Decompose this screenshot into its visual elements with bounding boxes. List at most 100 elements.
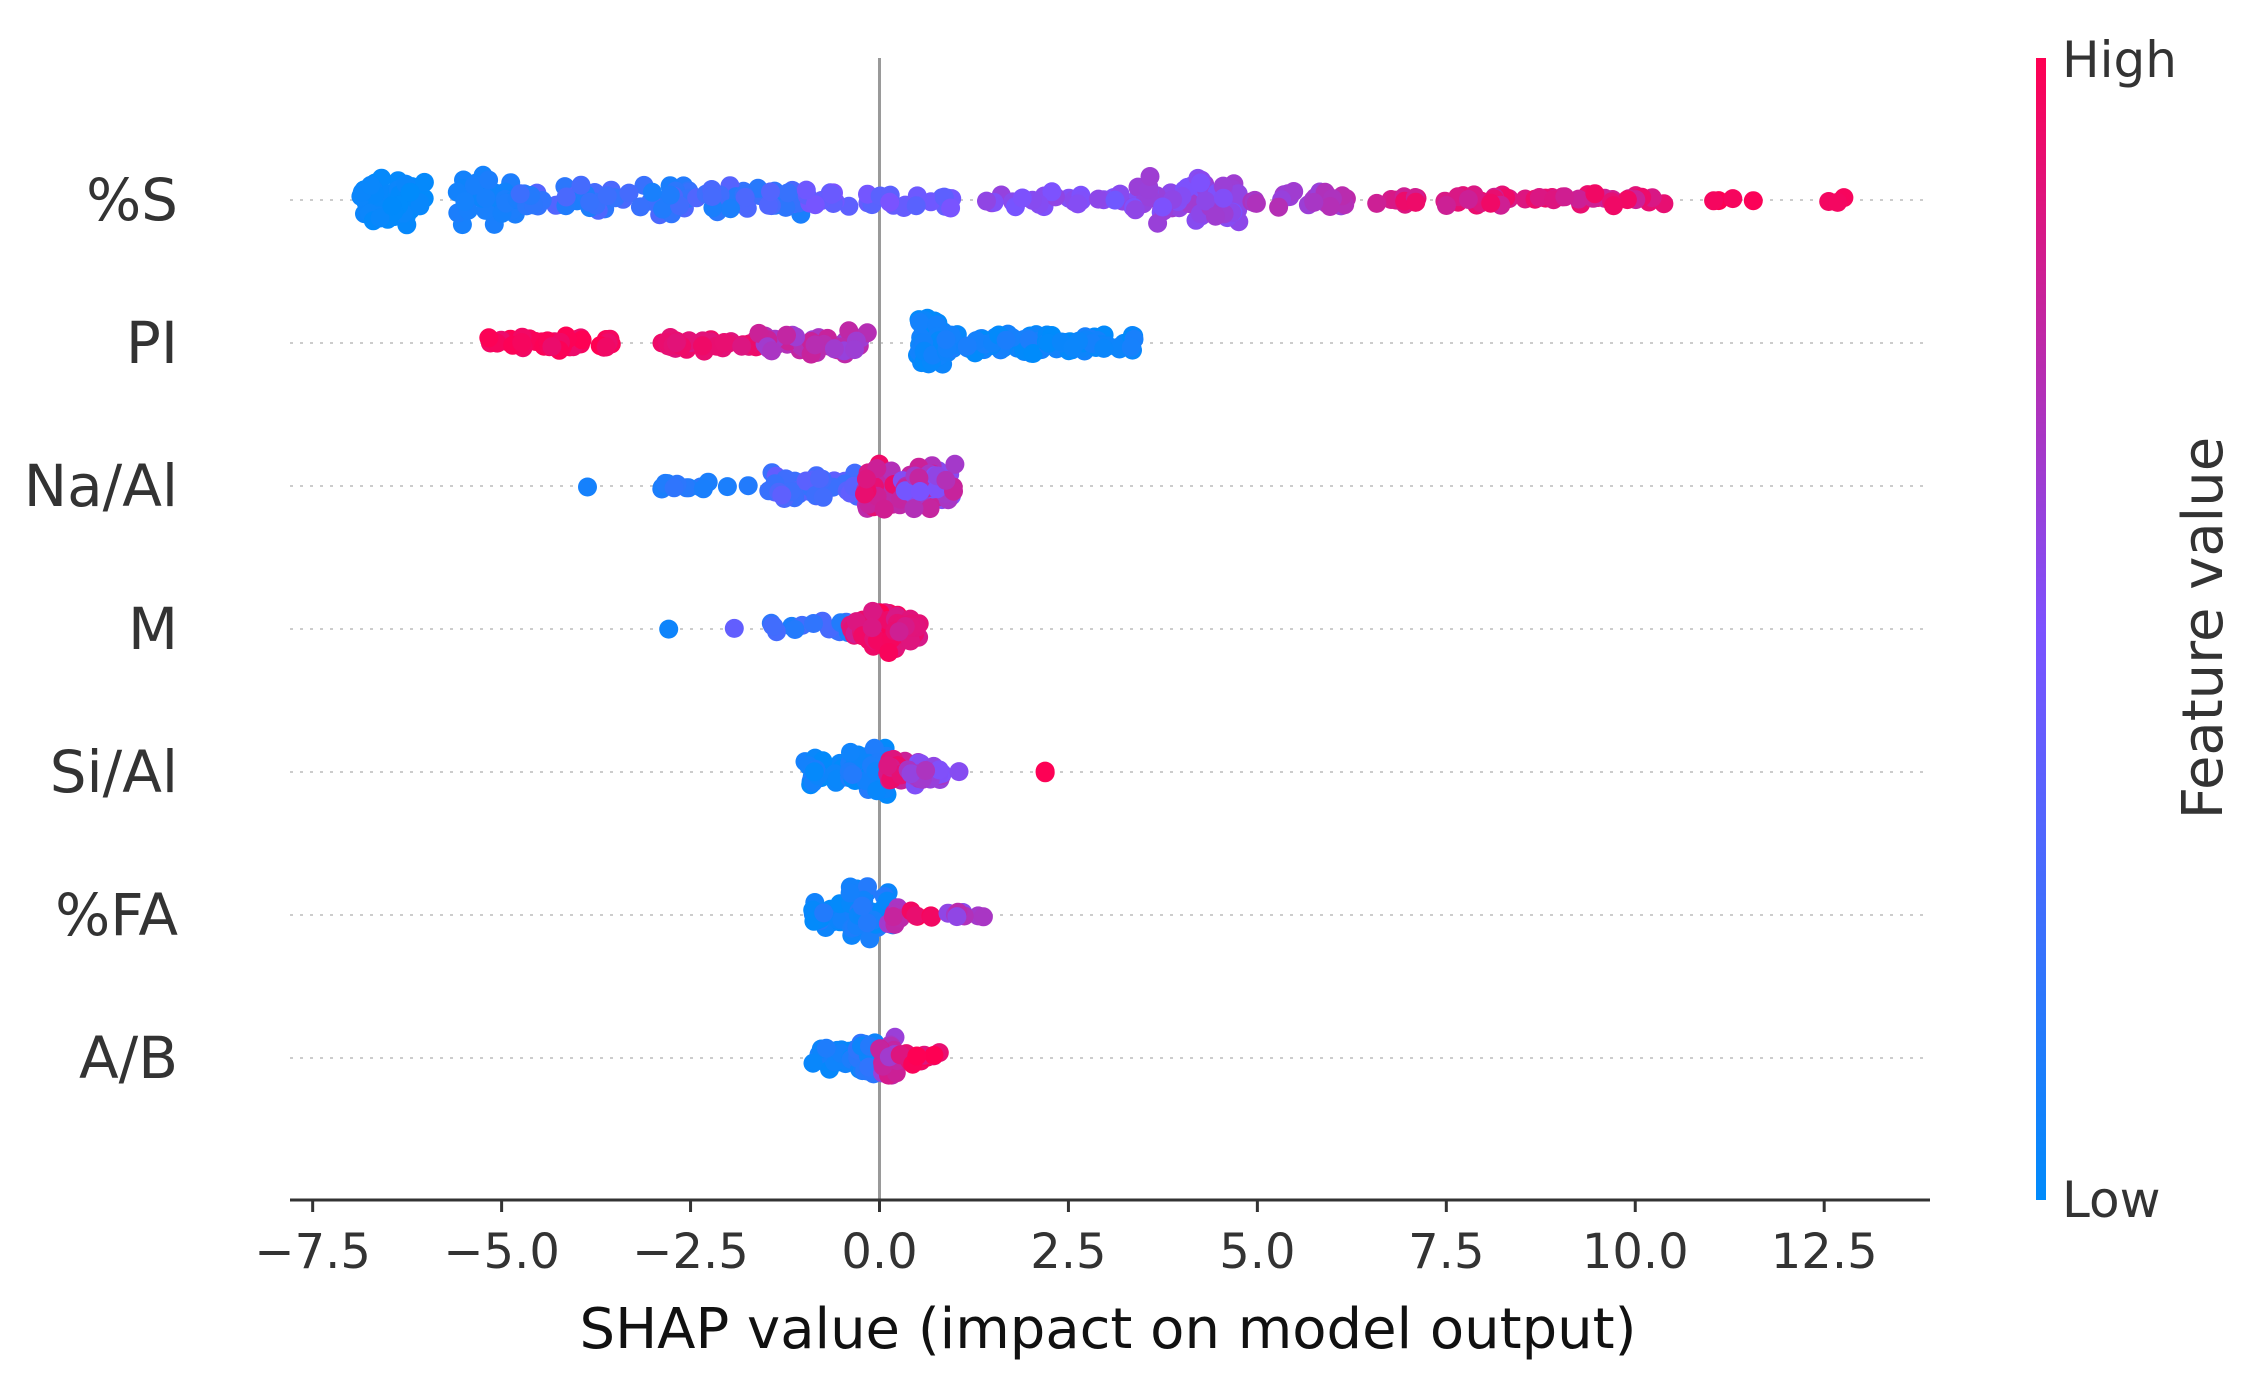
feature-labels: %S PI Na/Al M Si/Al %FA A/B xyxy=(24,166,179,1092)
shap-point xyxy=(805,195,825,215)
shap-point xyxy=(1068,194,1088,214)
shap-point xyxy=(901,764,921,784)
x-tick-label: 0.0 xyxy=(841,1224,917,1280)
shap-point xyxy=(724,618,744,638)
shap-point xyxy=(874,499,894,519)
shap-point xyxy=(907,1046,927,1066)
colorbar: High Low Feature value xyxy=(2036,31,2236,1229)
feature-label: PI xyxy=(126,309,178,377)
feature-label: M xyxy=(128,595,178,663)
shap-point xyxy=(659,619,679,639)
shap-point xyxy=(660,185,680,205)
feature-row-points xyxy=(351,165,1854,235)
shap-point xyxy=(361,175,381,195)
shap-point xyxy=(856,469,876,489)
shap-point xyxy=(414,172,434,192)
shap-point xyxy=(763,616,782,636)
x-tick-label: −2.5 xyxy=(632,1224,749,1280)
shap-point xyxy=(822,184,842,204)
feature-row-points xyxy=(659,601,929,662)
shap-point xyxy=(596,337,616,357)
x-tick-label: −5.0 xyxy=(443,1224,560,1280)
shap-point xyxy=(804,614,823,633)
shap-point xyxy=(841,742,860,762)
shap-point xyxy=(883,907,903,927)
shap-point xyxy=(1206,206,1225,226)
shap-point xyxy=(924,1045,944,1065)
shap-point xyxy=(410,196,430,216)
shap-point xyxy=(732,336,752,356)
shap-point xyxy=(778,183,798,203)
shap-point xyxy=(814,903,834,923)
shap-point xyxy=(973,907,993,927)
shap-point xyxy=(845,340,864,360)
shap-point xyxy=(864,738,884,758)
shap-point xyxy=(1406,192,1426,212)
shap-point xyxy=(947,907,967,927)
x-tick-label: 5.0 xyxy=(1219,1224,1295,1280)
shap-point xyxy=(721,199,740,219)
feature-label: Na/Al xyxy=(24,452,178,520)
feature-row-points xyxy=(803,877,993,949)
shap-point xyxy=(735,187,755,207)
shap-point xyxy=(1704,191,1724,211)
shap-point xyxy=(1481,193,1501,213)
shap-point xyxy=(906,196,926,216)
shap-point xyxy=(738,476,758,496)
shap-point xyxy=(762,341,782,361)
shap-point xyxy=(666,333,686,353)
shap-point xyxy=(910,312,929,332)
shap-point xyxy=(1555,187,1575,207)
shap-point xyxy=(906,906,926,926)
feature-label: %FA xyxy=(55,881,178,949)
shap-point xyxy=(1012,188,1032,208)
shap-point xyxy=(1367,193,1387,213)
shap-point xyxy=(1196,191,1216,211)
shap-point xyxy=(996,330,1016,350)
shap-point xyxy=(1269,197,1289,217)
shap-point xyxy=(867,781,887,801)
shap-point xyxy=(889,622,909,642)
shap-point xyxy=(597,186,617,206)
shap-point xyxy=(664,478,684,498)
shap-point xyxy=(455,192,475,211)
shap-point xyxy=(572,330,592,350)
shap-point xyxy=(904,499,924,519)
shap-point xyxy=(1604,196,1624,216)
shap-point xyxy=(479,170,499,190)
shap-point xyxy=(916,761,936,780)
feature-row-points xyxy=(795,738,1055,804)
feature-label: Si/Al xyxy=(50,738,178,806)
shap-point xyxy=(1228,184,1248,204)
shap-point xyxy=(512,333,532,353)
shap-point xyxy=(382,196,402,216)
shap-point xyxy=(717,477,737,497)
shap-point xyxy=(1105,190,1125,210)
colorbar-low-label: Low xyxy=(2062,1171,2160,1229)
shap-point xyxy=(772,485,792,505)
shap-point xyxy=(796,180,816,200)
shap-point xyxy=(910,482,930,501)
shap-point xyxy=(1023,344,1043,363)
shap-point xyxy=(1529,188,1549,207)
shap-point xyxy=(846,612,866,632)
shap-point xyxy=(693,479,713,499)
shap-point xyxy=(556,187,576,207)
shap-point xyxy=(880,192,900,212)
shap-point xyxy=(945,454,965,474)
shap-point xyxy=(805,335,825,355)
shap-point xyxy=(840,883,860,903)
x-tick-label: 10.0 xyxy=(1582,1224,1689,1280)
shap-point xyxy=(855,484,874,504)
shap-point xyxy=(879,643,899,662)
shap-point xyxy=(816,1038,836,1058)
shap-point xyxy=(1094,338,1114,358)
shap-point xyxy=(977,191,996,211)
shap-point xyxy=(619,183,639,203)
shap-point xyxy=(1246,193,1266,213)
shap-point xyxy=(776,197,796,217)
shap-point xyxy=(1191,173,1210,193)
shap-point xyxy=(941,198,961,218)
shap-point xyxy=(1213,188,1233,208)
